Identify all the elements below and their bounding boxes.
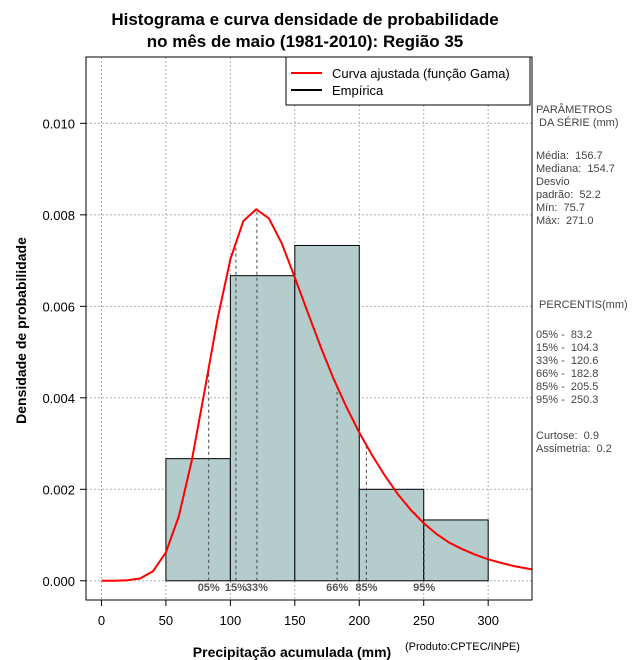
chart-title-line2: no mês de maio (1981-2010): Região 35 [146,32,464,51]
y-tick-label: 0.008 [42,208,75,223]
x-tick-label: 150 [284,613,306,628]
histogram-bar [358,488,425,582]
params-values: Média: 156.7 Mediana: 154.7 Desvio padrã… [536,150,615,227]
legend-curve-label: Curva ajustada (função Gama) [332,66,510,81]
y-tick-label: 0.006 [42,299,75,314]
percentis-title: PERCENTIS(mm) [536,299,628,311]
product-credit: (Produto:CPTEC/INPE) [405,641,520,653]
y-tick-label: 0.002 [42,482,75,497]
x-tick-label: 250 [413,613,435,628]
legend-box [285,56,531,106]
chart-title-line1: Histograma e curva densidade de probabil… [111,10,499,29]
x-tick-label: 50 [159,613,173,628]
x-axis-label: Precipitação acumulada (mm) [193,644,391,660]
percentile-label: 85% [355,582,377,594]
y-tick-label: 0.000 [42,574,75,589]
percentile-label: 95% [413,582,435,594]
y-axis-label: Densidade de probabilidade [13,237,29,424]
y-tick-label: 0.010 [42,116,75,131]
params-title: PARÂMETROS DA SÉRIE (mm) [536,104,619,129]
percentile-label: 05% [198,582,220,594]
x-tick-label: 0 [98,613,105,628]
histogram-bar [423,519,489,582]
y-tick-label: 0.004 [42,391,75,406]
x-tick-label: 200 [348,613,370,628]
percentile-label: 66% [326,582,348,594]
histogram-bar [229,275,296,582]
x-tick-label: 300 [477,613,499,628]
x-tick-label: 100 [220,613,242,628]
shape-values: Curtose: 0.9 Assimetria: 0.2 [536,430,612,455]
percentis-values: 05% - 83.2 15% - 104.3 33% - 120.6 66% -… [536,329,599,406]
percentile-label: 33% [246,582,268,594]
histogram-bar [165,458,231,582]
fitted-gamma-curve [101,208,533,582]
legend-empirical-label: Empírica [332,83,384,98]
percentile-label: 15% [225,582,247,594]
legend: Curva ajustada (função Gama) Empírica [285,56,531,106]
